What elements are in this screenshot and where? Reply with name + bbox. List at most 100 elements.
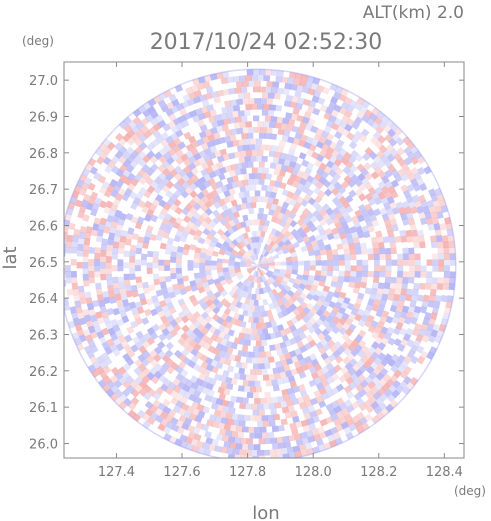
heatmap-cell: [378, 120, 388, 130]
heatmap-cell: [414, 271, 421, 278]
heatmap-cell: [252, 270, 257, 277]
heatmap-cell: [345, 205, 354, 214]
heatmap-cell: [85, 334, 94, 343]
heatmap-cell: [248, 299, 255, 306]
heatmap-cell: [188, 91, 197, 100]
heatmap-cell: [276, 249, 284, 256]
heatmap-cell: [260, 144, 267, 151]
heatmap-cell: [342, 242, 350, 250]
heatmap-cell: [381, 310, 390, 319]
heatmap-cell: [247, 444, 255, 451]
heatmap-cell: [99, 256, 107, 263]
heatmap-cell: [270, 437, 278, 444]
heatmap-cell: [232, 448, 240, 455]
heatmap-cell: [436, 283, 444, 291]
heatmap-cell: [237, 431, 245, 439]
heatmap-cell: [162, 167, 171, 177]
heatmap-cell: [183, 410, 192, 419]
heatmap-cell: [195, 229, 203, 237]
heatmap-cell: [187, 431, 196, 440]
heatmap-cell: [251, 167, 258, 174]
heatmap-cell: [118, 241, 126, 249]
heatmap-cell: [163, 89, 173, 98]
heatmap-cell: [260, 269, 266, 276]
heatmap-cell: [163, 433, 172, 442]
heatmap-cell: [147, 98, 157, 107]
heatmap-cell: [387, 293, 395, 302]
heatmap-cell: [298, 152, 307, 160]
heatmap-cell: [276, 70, 285, 77]
heatmap-cell: [121, 299, 130, 307]
heatmap-cell: [405, 294, 413, 302]
heatmap-cell: [379, 253, 386, 261]
heatmap-cell: [181, 341, 190, 350]
heatmap-cell: [154, 194, 164, 203]
heatmap-cell: [210, 182, 219, 191]
heatmap-cell: [118, 376, 128, 385]
heatmap-cell: [241, 443, 249, 450]
heatmap-cell: [210, 189, 219, 198]
heatmap-cell: [112, 198, 121, 207]
heatmap-cell: [239, 373, 247, 381]
heatmap-cell: [101, 341, 110, 350]
heatmap-cell: [264, 438, 272, 445]
heatmap-cell: [263, 262, 270, 266]
heatmap-cell: [179, 434, 188, 442]
x-tick-label: 127.4: [98, 465, 135, 480]
heatmap-cell: [117, 276, 125, 284]
heatmap-cell: [354, 368, 364, 378]
heatmap-cell: [304, 123, 313, 132]
heatmap-cell: [67, 201, 76, 210]
heatmap-cell: [317, 332, 326, 341]
heatmap-cell: [257, 357, 264, 364]
heatmap-cell: [266, 245, 273, 253]
heatmap-cell: [183, 131, 192, 140]
heatmap-cell: [355, 225, 363, 234]
heatmap-cell: [276, 454, 284, 458]
heatmap-cell: [421, 334, 430, 343]
heatmap-cell: [257, 403, 264, 410]
heatmap-cell: [367, 345, 377, 355]
heatmap-cell: [88, 157, 97, 167]
heatmap-cell: [281, 347, 289, 355]
heatmap-cell: [379, 207, 388, 216]
heatmap-cell: [314, 327, 323, 336]
heatmap-cell: [340, 407, 350, 417]
heatmap-cell: [318, 346, 327, 355]
heatmap-cell: [328, 367, 338, 376]
heatmap-cell: [259, 236, 264, 243]
heatmap-cell: [266, 81, 274, 88]
heatmap-cell: [234, 265, 241, 270]
heatmap-cell: [343, 297, 351, 305]
heatmap-cell: [379, 298, 387, 307]
heatmap-cell: [82, 328, 91, 337]
heatmap-cell: [129, 159, 139, 169]
heatmap-cell: [209, 109, 217, 117]
heatmap-cell: [205, 274, 213, 281]
heatmap-cell: [426, 323, 435, 332]
heatmap-cell: [217, 137, 226, 145]
heatmap-cell: [277, 240, 285, 248]
heatmap-cell: [269, 240, 276, 248]
heatmap-cell: [242, 397, 249, 404]
heatmap-cell: [265, 397, 273, 404]
heatmap-cell: [262, 196, 269, 203]
heatmap-cell: [432, 217, 440, 225]
x-axis-label: lon: [252, 503, 279, 521]
heatmap-cell: [436, 241, 444, 249]
heatmap-cell: [343, 426, 352, 435]
heatmap-cell: [439, 223, 447, 231]
heatmap-cell: [219, 112, 228, 120]
heatmap-cell: [99, 217, 108, 226]
heatmap-cell: [66, 234, 74, 242]
heatmap-cell: [319, 249, 327, 256]
heatmap-cell: [335, 201, 344, 210]
heatmap-cell: [391, 316, 400, 325]
heatmap-cell: [412, 339, 421, 348]
heatmap-cell: [213, 278, 221, 285]
heatmap-cell: [251, 103, 258, 110]
heatmap-cell: [164, 296, 172, 305]
heatmap-cell: [209, 377, 217, 386]
heatmap-cell: [228, 261, 235, 266]
heatmap-cell: [271, 281, 279, 289]
